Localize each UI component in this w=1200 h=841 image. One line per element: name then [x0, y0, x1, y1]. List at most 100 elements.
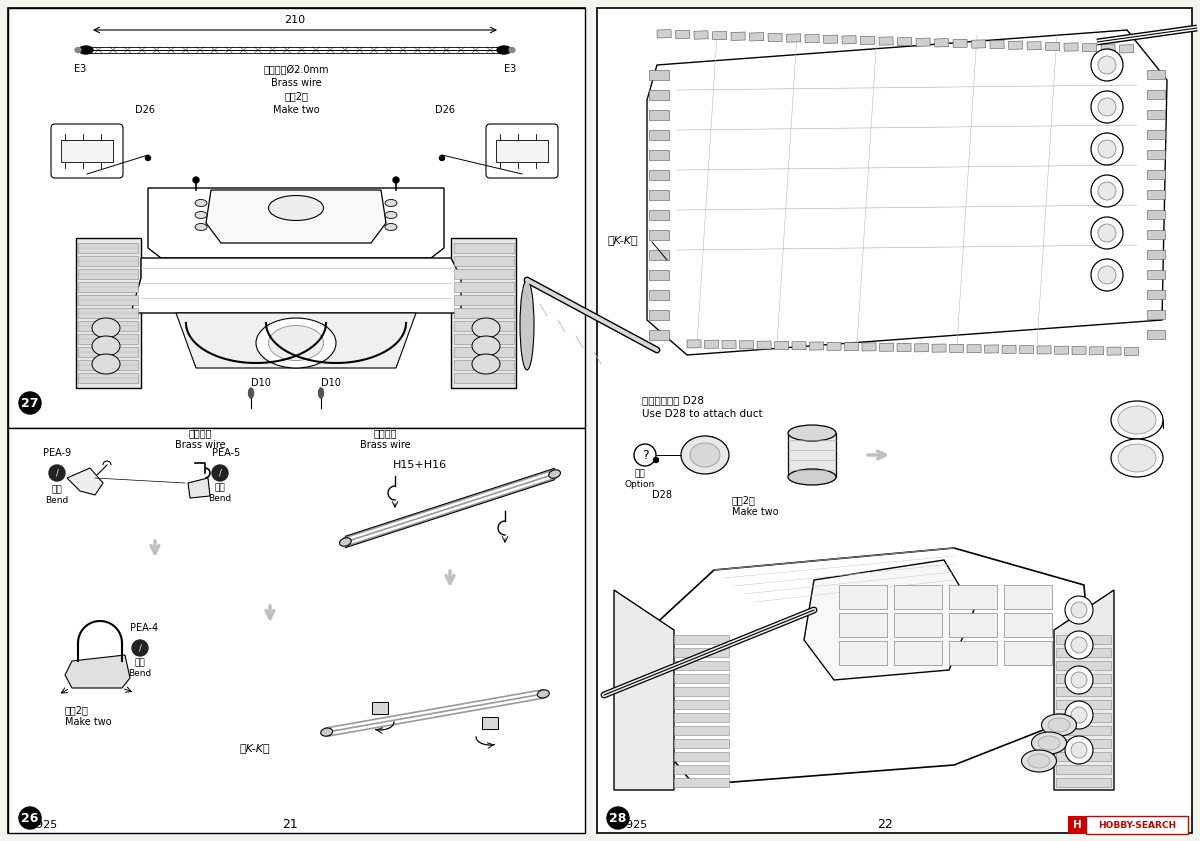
- Ellipse shape: [1066, 666, 1093, 694]
- Bar: [61, 140, 113, 162]
- Ellipse shape: [92, 336, 120, 356]
- Bar: [694, 31, 708, 40]
- Ellipse shape: [1066, 701, 1093, 729]
- Bar: [674, 765, 730, 774]
- Bar: [686, 340, 701, 348]
- Bar: [722, 341, 736, 349]
- Bar: [674, 648, 730, 657]
- Bar: [1147, 250, 1165, 259]
- Polygon shape: [649, 548, 1094, 785]
- Ellipse shape: [520, 280, 534, 370]
- Bar: [862, 343, 876, 351]
- Ellipse shape: [1066, 596, 1093, 624]
- Bar: [8, 8, 586, 428]
- Bar: [972, 40, 985, 48]
- Bar: [674, 739, 730, 748]
- Bar: [649, 190, 670, 200]
- Bar: [649, 130, 670, 140]
- Bar: [1147, 70, 1165, 79]
- Bar: [649, 290, 670, 300]
- Bar: [454, 256, 514, 266]
- Text: 对兹相同
Both sides: 对兹相同 Both sides: [1111, 408, 1163, 431]
- Circle shape: [145, 156, 150, 161]
- Ellipse shape: [320, 728, 332, 736]
- Bar: [454, 295, 514, 305]
- Text: E3: E3: [504, 64, 516, 74]
- Text: D26: D26: [436, 105, 455, 115]
- Bar: [1055, 346, 1069, 354]
- Ellipse shape: [1091, 217, 1123, 249]
- Bar: [1064, 43, 1079, 51]
- FancyBboxPatch shape: [50, 124, 124, 178]
- Ellipse shape: [1098, 182, 1116, 200]
- Bar: [1124, 347, 1139, 356]
- Bar: [78, 334, 138, 344]
- Bar: [1056, 752, 1111, 761]
- Text: H: H: [1073, 820, 1081, 830]
- Ellipse shape: [92, 354, 120, 374]
- Bar: [454, 334, 514, 344]
- Text: PEA-9: PEA-9: [43, 448, 71, 458]
- Bar: [674, 635, 730, 644]
- Ellipse shape: [256, 318, 336, 368]
- Bar: [1056, 648, 1111, 657]
- Bar: [649, 330, 670, 340]
- Bar: [78, 256, 138, 266]
- Bar: [704, 340, 719, 348]
- Bar: [774, 341, 788, 350]
- Ellipse shape: [1111, 401, 1163, 439]
- Bar: [935, 39, 949, 47]
- Ellipse shape: [1091, 259, 1123, 291]
- Ellipse shape: [385, 224, 397, 230]
- Bar: [78, 347, 138, 357]
- Bar: [78, 373, 138, 383]
- Polygon shape: [1054, 590, 1114, 790]
- Ellipse shape: [1118, 444, 1156, 472]
- Bar: [880, 343, 894, 352]
- Bar: [750, 33, 763, 41]
- Bar: [372, 702, 388, 714]
- Circle shape: [193, 177, 199, 183]
- Bar: [674, 726, 730, 735]
- Text: D7: D7: [700, 436, 714, 446]
- Bar: [78, 360, 138, 370]
- Ellipse shape: [1066, 631, 1093, 659]
- Bar: [1056, 687, 1111, 696]
- Ellipse shape: [385, 211, 397, 219]
- Bar: [674, 674, 730, 683]
- Ellipse shape: [788, 469, 836, 485]
- Ellipse shape: [1072, 742, 1087, 758]
- Ellipse shape: [248, 388, 253, 398]
- Bar: [1056, 713, 1111, 722]
- Ellipse shape: [472, 318, 500, 338]
- Bar: [454, 282, 514, 292]
- Bar: [454, 321, 514, 331]
- Bar: [496, 140, 548, 162]
- Bar: [1147, 90, 1165, 99]
- Ellipse shape: [1091, 91, 1123, 123]
- Bar: [757, 341, 772, 349]
- Text: 00925: 00925: [612, 820, 647, 830]
- Bar: [894, 641, 942, 665]
- Bar: [1147, 310, 1165, 319]
- Text: 《K-K》: 《K-K》: [240, 743, 270, 753]
- Bar: [827, 342, 841, 351]
- Bar: [649, 250, 670, 260]
- Bar: [984, 345, 998, 353]
- Bar: [1147, 170, 1165, 179]
- Bar: [792, 341, 806, 350]
- Polygon shape: [614, 590, 674, 790]
- Bar: [674, 700, 730, 709]
- Text: D4: D4: [805, 426, 818, 436]
- Bar: [953, 40, 967, 48]
- Bar: [454, 243, 514, 253]
- Ellipse shape: [472, 354, 500, 374]
- Circle shape: [634, 444, 656, 466]
- Bar: [1108, 347, 1121, 355]
- Bar: [894, 613, 942, 637]
- Ellipse shape: [1098, 266, 1116, 284]
- Polygon shape: [804, 560, 974, 680]
- Text: H15+H16: H15+H16: [392, 460, 448, 470]
- Ellipse shape: [269, 325, 324, 361]
- Bar: [898, 38, 912, 45]
